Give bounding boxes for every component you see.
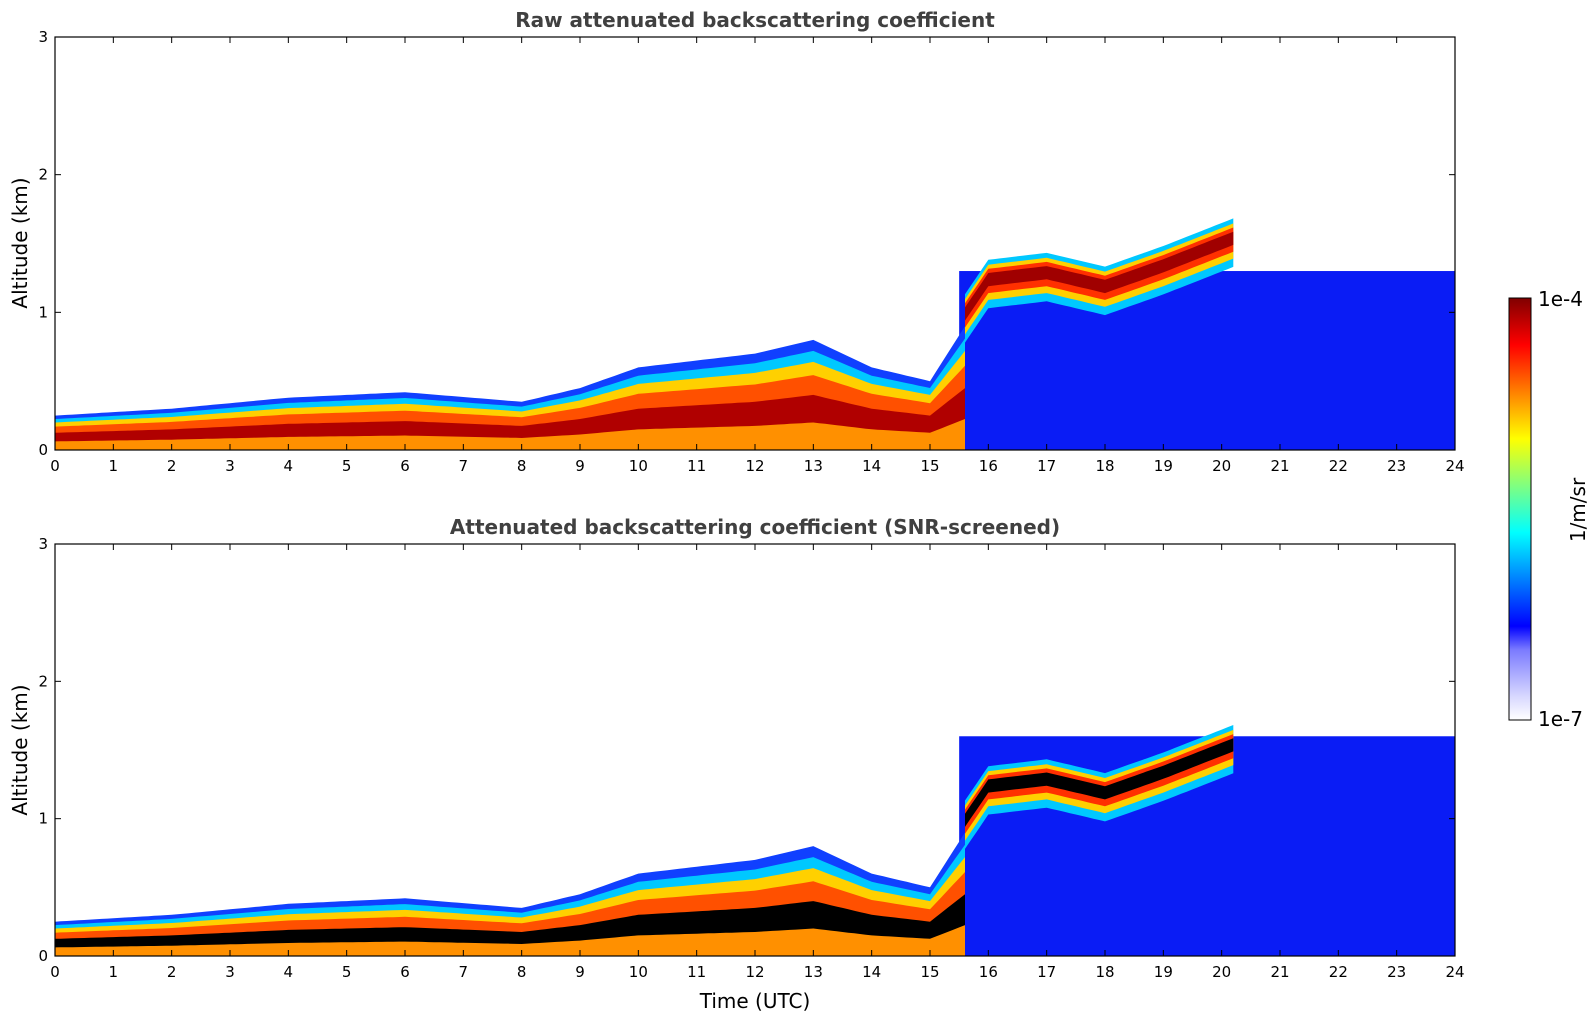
bottom-x-tick-label: 18 bbox=[1095, 963, 1114, 981]
top-boundary-layer-band bbox=[55, 419, 965, 450]
top-x-tick-label: 11 bbox=[687, 457, 706, 475]
top-x-tick-label: 9 bbox=[575, 457, 585, 475]
bottom-y-tick-label: 0 bbox=[38, 947, 48, 965]
top-x-tick-label: 21 bbox=[1270, 457, 1289, 475]
top-x-tick-label: 13 bbox=[804, 457, 823, 475]
top-x-tick-label: 18 bbox=[1095, 457, 1114, 475]
bottom-x-tick-label: 16 bbox=[979, 963, 998, 981]
bottom-heatmap bbox=[55, 725, 1455, 956]
top-y-tick-label: 0 bbox=[38, 441, 48, 459]
bottom-x-tick-label: 2 bbox=[167, 963, 177, 981]
top-elevated-layer-band bbox=[965, 227, 1234, 328]
bottom-x-tick-label: 15 bbox=[920, 963, 939, 981]
bottom-x-tick-label: 7 bbox=[459, 963, 469, 981]
colorbar-min-label: 1e-7 bbox=[1538, 707, 1583, 731]
top-x-tick-label: 17 bbox=[1037, 457, 1056, 475]
top-x-tick-label: 1 bbox=[109, 457, 119, 475]
top-x-tick-label: 3 bbox=[225, 457, 235, 475]
top-x-tick-label: 6 bbox=[400, 457, 410, 475]
top-x-tick-label: 8 bbox=[517, 457, 527, 475]
colorbar bbox=[1508, 297, 1532, 721]
bottom-x-tick-label: 14 bbox=[862, 963, 881, 981]
bottom-x-tick-label: 22 bbox=[1329, 963, 1348, 981]
top-x-tick-label: 24 bbox=[1445, 457, 1464, 475]
top-y-axis-label: Altitude (km) bbox=[8, 177, 32, 308]
bottom-x-tick-label: 5 bbox=[342, 963, 352, 981]
bottom-y-tick-label: 2 bbox=[38, 672, 48, 690]
top-y-tick-label: 3 bbox=[38, 28, 48, 46]
top-x-tick-label: 22 bbox=[1329, 457, 1348, 475]
top-elevated-layer-band bbox=[965, 231, 1234, 321]
top-x-tick-label: 16 bbox=[979, 457, 998, 475]
bottom-x-tick-label: 8 bbox=[517, 963, 527, 981]
top-y-tick-label: 1 bbox=[38, 303, 48, 321]
top-x-tick-label: 12 bbox=[745, 457, 764, 475]
bottom-axes: 0 1 2 3 4 5 6 7 8 9 10 11 12 13 14 15 16 17 18 19 20 21 22 23 24… bbox=[38, 535, 1464, 981]
bottom-x-tick-label: 12 bbox=[745, 963, 764, 981]
top-x-tick-label: 5 bbox=[342, 457, 352, 475]
bottom-boundary-layer-band bbox=[55, 925, 965, 956]
top-x-tick-label: 7 bbox=[459, 457, 469, 475]
bottom-elevated-layer-band bbox=[965, 734, 1234, 834]
bottom-y-axis-label: Altitude (km) bbox=[8, 684, 32, 815]
bottom-x-tick-label: 9 bbox=[575, 963, 585, 981]
top-panel-title: Raw attenuated backscattering coefficien… bbox=[515, 8, 995, 32]
bottom-x-tick-label: 4 bbox=[284, 963, 294, 981]
bottom-elevated-layer-band bbox=[965, 738, 1234, 827]
bottom-x-tick-label: 17 bbox=[1037, 963, 1056, 981]
colorbar-max-label: 1e-4 bbox=[1538, 287, 1583, 311]
bottom-y-tick-label: 3 bbox=[38, 535, 48, 553]
bottom-panel-title: Attenuated backscattering coefficient (S… bbox=[450, 515, 1060, 539]
bottom-x-tick-label: 13 bbox=[804, 963, 823, 981]
bottom-x-tick-label: 19 bbox=[1154, 963, 1173, 981]
top-y-tick-label: 2 bbox=[38, 166, 48, 184]
bottom-y-tick-label: 1 bbox=[38, 810, 48, 828]
top-x-tick-label: 2 bbox=[167, 457, 177, 475]
bottom-x-tick-label: 23 bbox=[1387, 963, 1406, 981]
top-x-tick-label: 14 bbox=[862, 457, 881, 475]
top-x-tick-label: 15 bbox=[920, 457, 939, 475]
bottom-x-tick-label: 3 bbox=[225, 963, 235, 981]
top-heatmap bbox=[55, 218, 1455, 450]
bottom-x-tick-label: 6 bbox=[400, 963, 410, 981]
bottom-x-tick-label: 0 bbox=[50, 963, 60, 981]
bottom-x-tick-label: 24 bbox=[1445, 963, 1464, 981]
top-x-tick-label: 4 bbox=[284, 457, 294, 475]
bottom-x-tick-label: 11 bbox=[687, 963, 706, 981]
top-x-tick-label: 10 bbox=[629, 457, 648, 475]
bottom-x-tick-label: 20 bbox=[1212, 963, 1231, 981]
bottom-x-tick-label: 1 bbox=[109, 963, 119, 981]
bottom-x-tick-label: 10 bbox=[629, 963, 648, 981]
top-axes: 0 1 2 3 4 5 6 7 8 9 10 11 12 13 14 15 16 17 18 19 20 21 22 23 24… bbox=[38, 28, 1464, 475]
colorbar-unit-label: 1/m/sr bbox=[1566, 477, 1590, 542]
top-x-tick-label: 0 bbox=[50, 457, 60, 475]
top-x-tick-label: 19 bbox=[1154, 457, 1173, 475]
x-axis-label: Time (UTC) bbox=[699, 989, 811, 1013]
top-x-tick-label: 20 bbox=[1212, 457, 1231, 475]
top-x-tick-label: 23 bbox=[1387, 457, 1406, 475]
bottom-x-tick-label: 21 bbox=[1270, 963, 1289, 981]
